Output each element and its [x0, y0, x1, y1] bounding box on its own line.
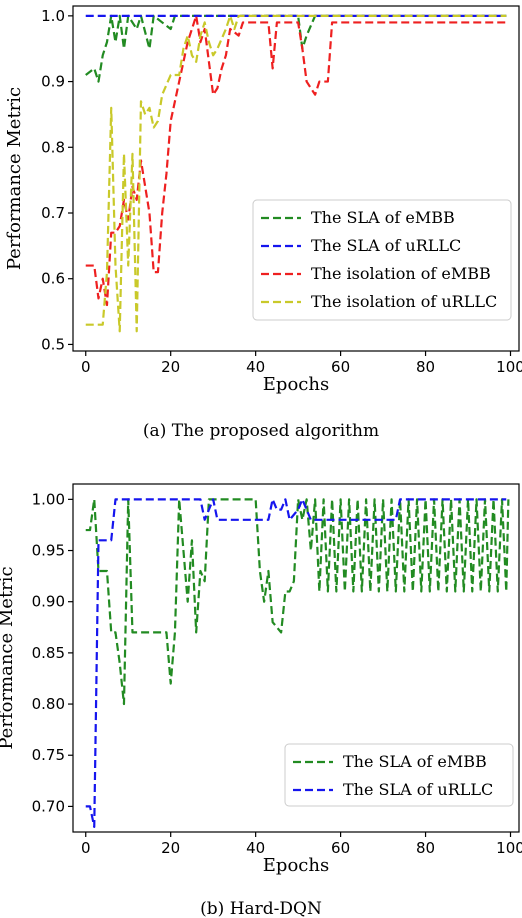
y-tick-label: 0.8 [41, 138, 65, 156]
x-tick-label: 60 [331, 358, 350, 376]
x-tick-label: 80 [416, 839, 435, 857]
y-tick-label: 0.6 [41, 270, 65, 288]
legend-label: The isolation of uRLLC [311, 292, 497, 311]
legend-label: The SLA of uRLLC [311, 236, 461, 255]
y-tick-label: 0.70 [32, 797, 65, 815]
y-tick-label: 0.90 [32, 593, 65, 611]
legend-label: The SLA of eMBB [343, 752, 487, 771]
x-axis-label: Epochs [263, 374, 329, 395]
figure-caption: (b) Hard-DQN [200, 899, 322, 918]
x-tick-label: 0 [81, 839, 91, 857]
y-tick-label: 0.9 [41, 73, 65, 91]
plot-frame [72, 5, 520, 352]
figure-caption: (a) The proposed algorithm [143, 421, 379, 441]
series-line-2 [85, 498, 507, 828]
y-tick-label: 0.85 [32, 644, 65, 662]
series-line-3 [85, 14, 507, 307]
x-tick-label: 40 [246, 839, 265, 857]
x-tick-label: 0 [81, 358, 91, 376]
y-axis-label: Performance Metric [0, 566, 17, 749]
legend-label: The isolation of eMBB [311, 264, 491, 283]
x-tick-label: 20 [161, 839, 180, 857]
plot-frame [72, 483, 520, 833]
x-axis-label: Epochs [263, 855, 329, 876]
x-tick-label: 60 [331, 839, 350, 857]
legend-label: The SLA of eMBB [311, 208, 455, 227]
series-line-4 [85, 14, 507, 333]
legend: The SLA of eMBB The SLA of uRLLC The isola… [252, 199, 512, 321]
y-tick-label: 0.80 [32, 695, 65, 713]
series-line-1 [85, 14, 507, 83]
legend-box [284, 743, 514, 807]
legend: The SLA of eMBB The SLA of uRLLC [284, 743, 514, 807]
x-tick-label: 20 [161, 358, 180, 376]
x-tick-label: 40 [246, 358, 265, 376]
y-tick-label: 0.75 [32, 746, 65, 764]
legend-label: The SLA of uRLLC [343, 780, 493, 799]
x-tick-label: 100 [496, 839, 522, 857]
y-tick-label: 0.7 [41, 204, 65, 222]
chart-panel-1: 0 20 40 60 80 100 0.5 0.6 0.7 0.8 0.9 1.0 Epochs Perf… [4, 5, 522, 441]
chart-panel-2: 0 20 40 60 80 100 0.70 0.75 0.80 0.85 0.90 0.95 1.00… [0, 483, 522, 918]
y-axis-label: Performance Metric [4, 87, 25, 270]
x-tick-label: 80 [416, 358, 435, 376]
y-tick-label: 1.00 [32, 490, 65, 508]
y-tick-label: 0.5 [41, 335, 65, 353]
y-tick-label: 1.0 [41, 7, 65, 25]
x-tick-label: 100 [496, 358, 522, 376]
legend-box [252, 199, 512, 321]
series-line-1 [85, 498, 510, 706]
y-tick-label: 0.95 [32, 542, 65, 560]
